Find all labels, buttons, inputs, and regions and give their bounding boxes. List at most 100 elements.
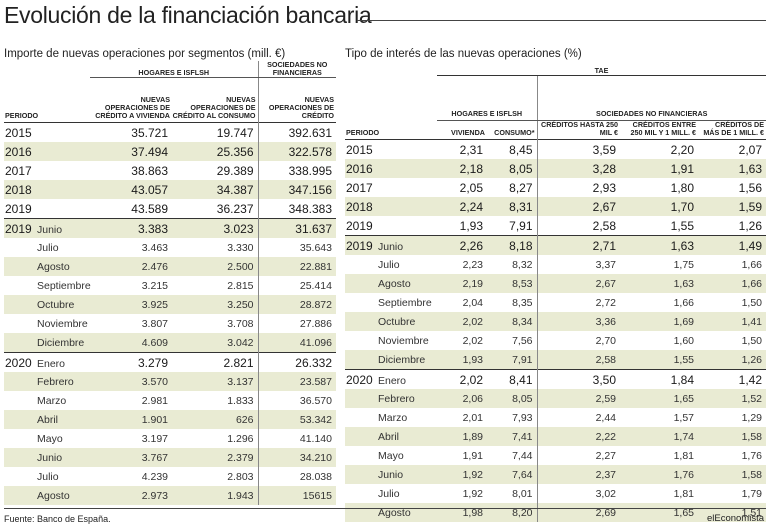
value-cell-a: 2,04: [462, 296, 483, 309]
table-row: Agosto 2,19 8,53 2,67 1,63 1,66: [345, 274, 767, 293]
value-cell-a: 2.476: [90, 257, 172, 276]
value-cell-e: 1,41: [698, 312, 767, 331]
period-month: Agosto: [378, 277, 411, 290]
value-cell-b: 29.389: [172, 161, 259, 180]
value-cell-b: 8,01: [487, 484, 538, 503]
value-cell-c: 2,93: [592, 180, 616, 195]
value-cell-a: 4.609: [90, 333, 172, 353]
period-cell: Marzo: [345, 408, 437, 427]
period-month: Diciembre: [37, 336, 85, 349]
value-cell-d: 1,63: [620, 274, 698, 293]
value-cell-b: 8,05: [487, 159, 538, 178]
value-cell-c: 23.587: [258, 372, 336, 391]
table-row: Agosto 2.476 2.500 22.881: [4, 257, 336, 276]
value-cell-b: 8,05: [487, 389, 538, 408]
period-month: Junio: [37, 223, 63, 236]
value-cell-b: 2.821: [172, 352, 259, 372]
value-cell-d: 1,70: [620, 197, 698, 216]
period-month: Enero: [37, 357, 66, 370]
period-month: Agosto: [378, 506, 411, 519]
period-year: 2017: [5, 163, 32, 178]
amounts-col-housing: NUEVAS OPERACIONES DE CRÉDITO A VIVIENDA: [95, 95, 170, 120]
amounts-header-spacer: [4, 61, 90, 78]
value-cell-b: 8,41: [487, 369, 538, 389]
value-cell-a: 4.239: [141, 470, 168, 483]
value-cell-a: 43.057: [90, 180, 172, 199]
period-cell: Julio: [4, 238, 90, 257]
table-row: Abril 1.901 626 53.342: [4, 410, 336, 429]
value-cell-c: 28.872: [258, 295, 336, 314]
bottom-rule: [4, 508, 766, 509]
period-cell: Mayo: [4, 429, 90, 448]
value-cell-c: 2,58: [592, 218, 616, 233]
rates-table: TAE HOGARES E ISFLSH SOCIEDADES NO FINAN…: [345, 61, 767, 522]
period-cell: Junio: [4, 448, 90, 467]
value-cell-d: 1,91: [620, 159, 698, 178]
value-cell-a: 2,06: [437, 389, 487, 408]
period-month: Septiembre: [37, 279, 91, 292]
value-cell-a: 2,18: [437, 159, 487, 178]
value-cell-e: 1,58: [698, 465, 767, 484]
period-month: Julio: [37, 241, 59, 254]
period-cell: Octubre: [4, 295, 90, 314]
table-row: Noviembre 2,02 7,56 2,70 1,60 1,50: [345, 331, 766, 350]
page-title: Evolución de la financiación bancaria: [4, 2, 372, 28]
value-cell-b: 7,93: [487, 408, 538, 427]
rates-col-housing: VIVIENDA: [451, 128, 485, 137]
value-cell-c: 347.156: [258, 180, 336, 199]
value-cell-a: 2,19: [437, 274, 487, 293]
value-cell-a: 2,26: [437, 235, 487, 255]
value-cell-a: 3.215: [141, 279, 168, 292]
rates-col-period: PERIODO: [346, 128, 380, 137]
table-row: Febrero 2,06 8,05 2,59 1,65 1,52: [345, 389, 767, 408]
period-cell: Octubre: [345, 312, 437, 331]
value-cell-e: 1,56: [738, 180, 763, 195]
period-month: Julio: [37, 470, 59, 483]
period-month: Octubre: [378, 315, 416, 328]
value-cell-b: 8,20: [487, 503, 538, 522]
value-cell-c: 2,69: [537, 503, 620, 522]
period-cell: Junio: [345, 465, 437, 484]
value-cell-a: 35.721: [131, 125, 168, 140]
period-month: Diciembre: [378, 353, 426, 366]
value-cell-b: 2.815: [172, 276, 259, 295]
brand-logo: elEconomista: [706, 513, 764, 524]
rates-header-spacer: [345, 61, 437, 76]
value-cell-a: 1,92: [462, 487, 483, 500]
value-cell-d: 1,69: [620, 312, 698, 331]
period-month: Noviembre: [37, 317, 88, 330]
value-cell-b: 2.500: [172, 257, 259, 276]
period-month: Septiembre: [378, 296, 432, 309]
period-cell: Febrero: [345, 389, 437, 408]
table-row: Marzo 2,01 7,93 2,44 1,57 1,29: [345, 408, 766, 427]
value-cell-e: 1,63: [698, 159, 767, 178]
value-cell-b: 3.023: [172, 218, 259, 238]
value-cell-b: 8,45: [487, 139, 538, 159]
value-cell-c: 34.210: [258, 448, 336, 467]
table-row: Julio 1,92 8,01 3,02 1,81 1,79: [345, 484, 766, 503]
period-cell: Marzo: [4, 391, 90, 410]
value-cell-c: 2,67: [537, 197, 620, 216]
value-cell-e: 1,26: [698, 350, 767, 370]
value-cell-e: 1,59: [698, 197, 767, 216]
value-cell-e: 2,07: [738, 142, 763, 157]
period-cell: Noviembre: [345, 331, 437, 350]
value-cell-b: 8,18: [487, 235, 538, 255]
value-cell-d: 1,55: [620, 350, 698, 370]
value-cell-c: 28.038: [299, 470, 332, 483]
value-cell-e: 1,49: [698, 235, 767, 255]
value-cell-e: 1,29: [741, 411, 763, 424]
value-cell-b: 1.943: [172, 486, 259, 505]
value-cell-a: 3.197: [141, 432, 168, 445]
table-row: Mayo 3.197 1.296 41.140: [4, 429, 336, 448]
value-cell-d: 1,57: [673, 411, 694, 424]
period-month: Febrero: [378, 392, 415, 405]
value-cell-a: 3.570: [90, 372, 172, 391]
value-cell-a: 2,31: [459, 142, 483, 157]
value-cell-e: 1,66: [698, 274, 767, 293]
rates-col-consumer: CONSUMO*: [487, 120, 538, 140]
value-cell-b: 3.137: [172, 372, 259, 391]
table-row: 2020 Enero 3.279 2.821 26.332: [4, 352, 336, 372]
value-cell-b: 8,27: [487, 178, 538, 197]
period-month: Agosto: [37, 260, 70, 273]
